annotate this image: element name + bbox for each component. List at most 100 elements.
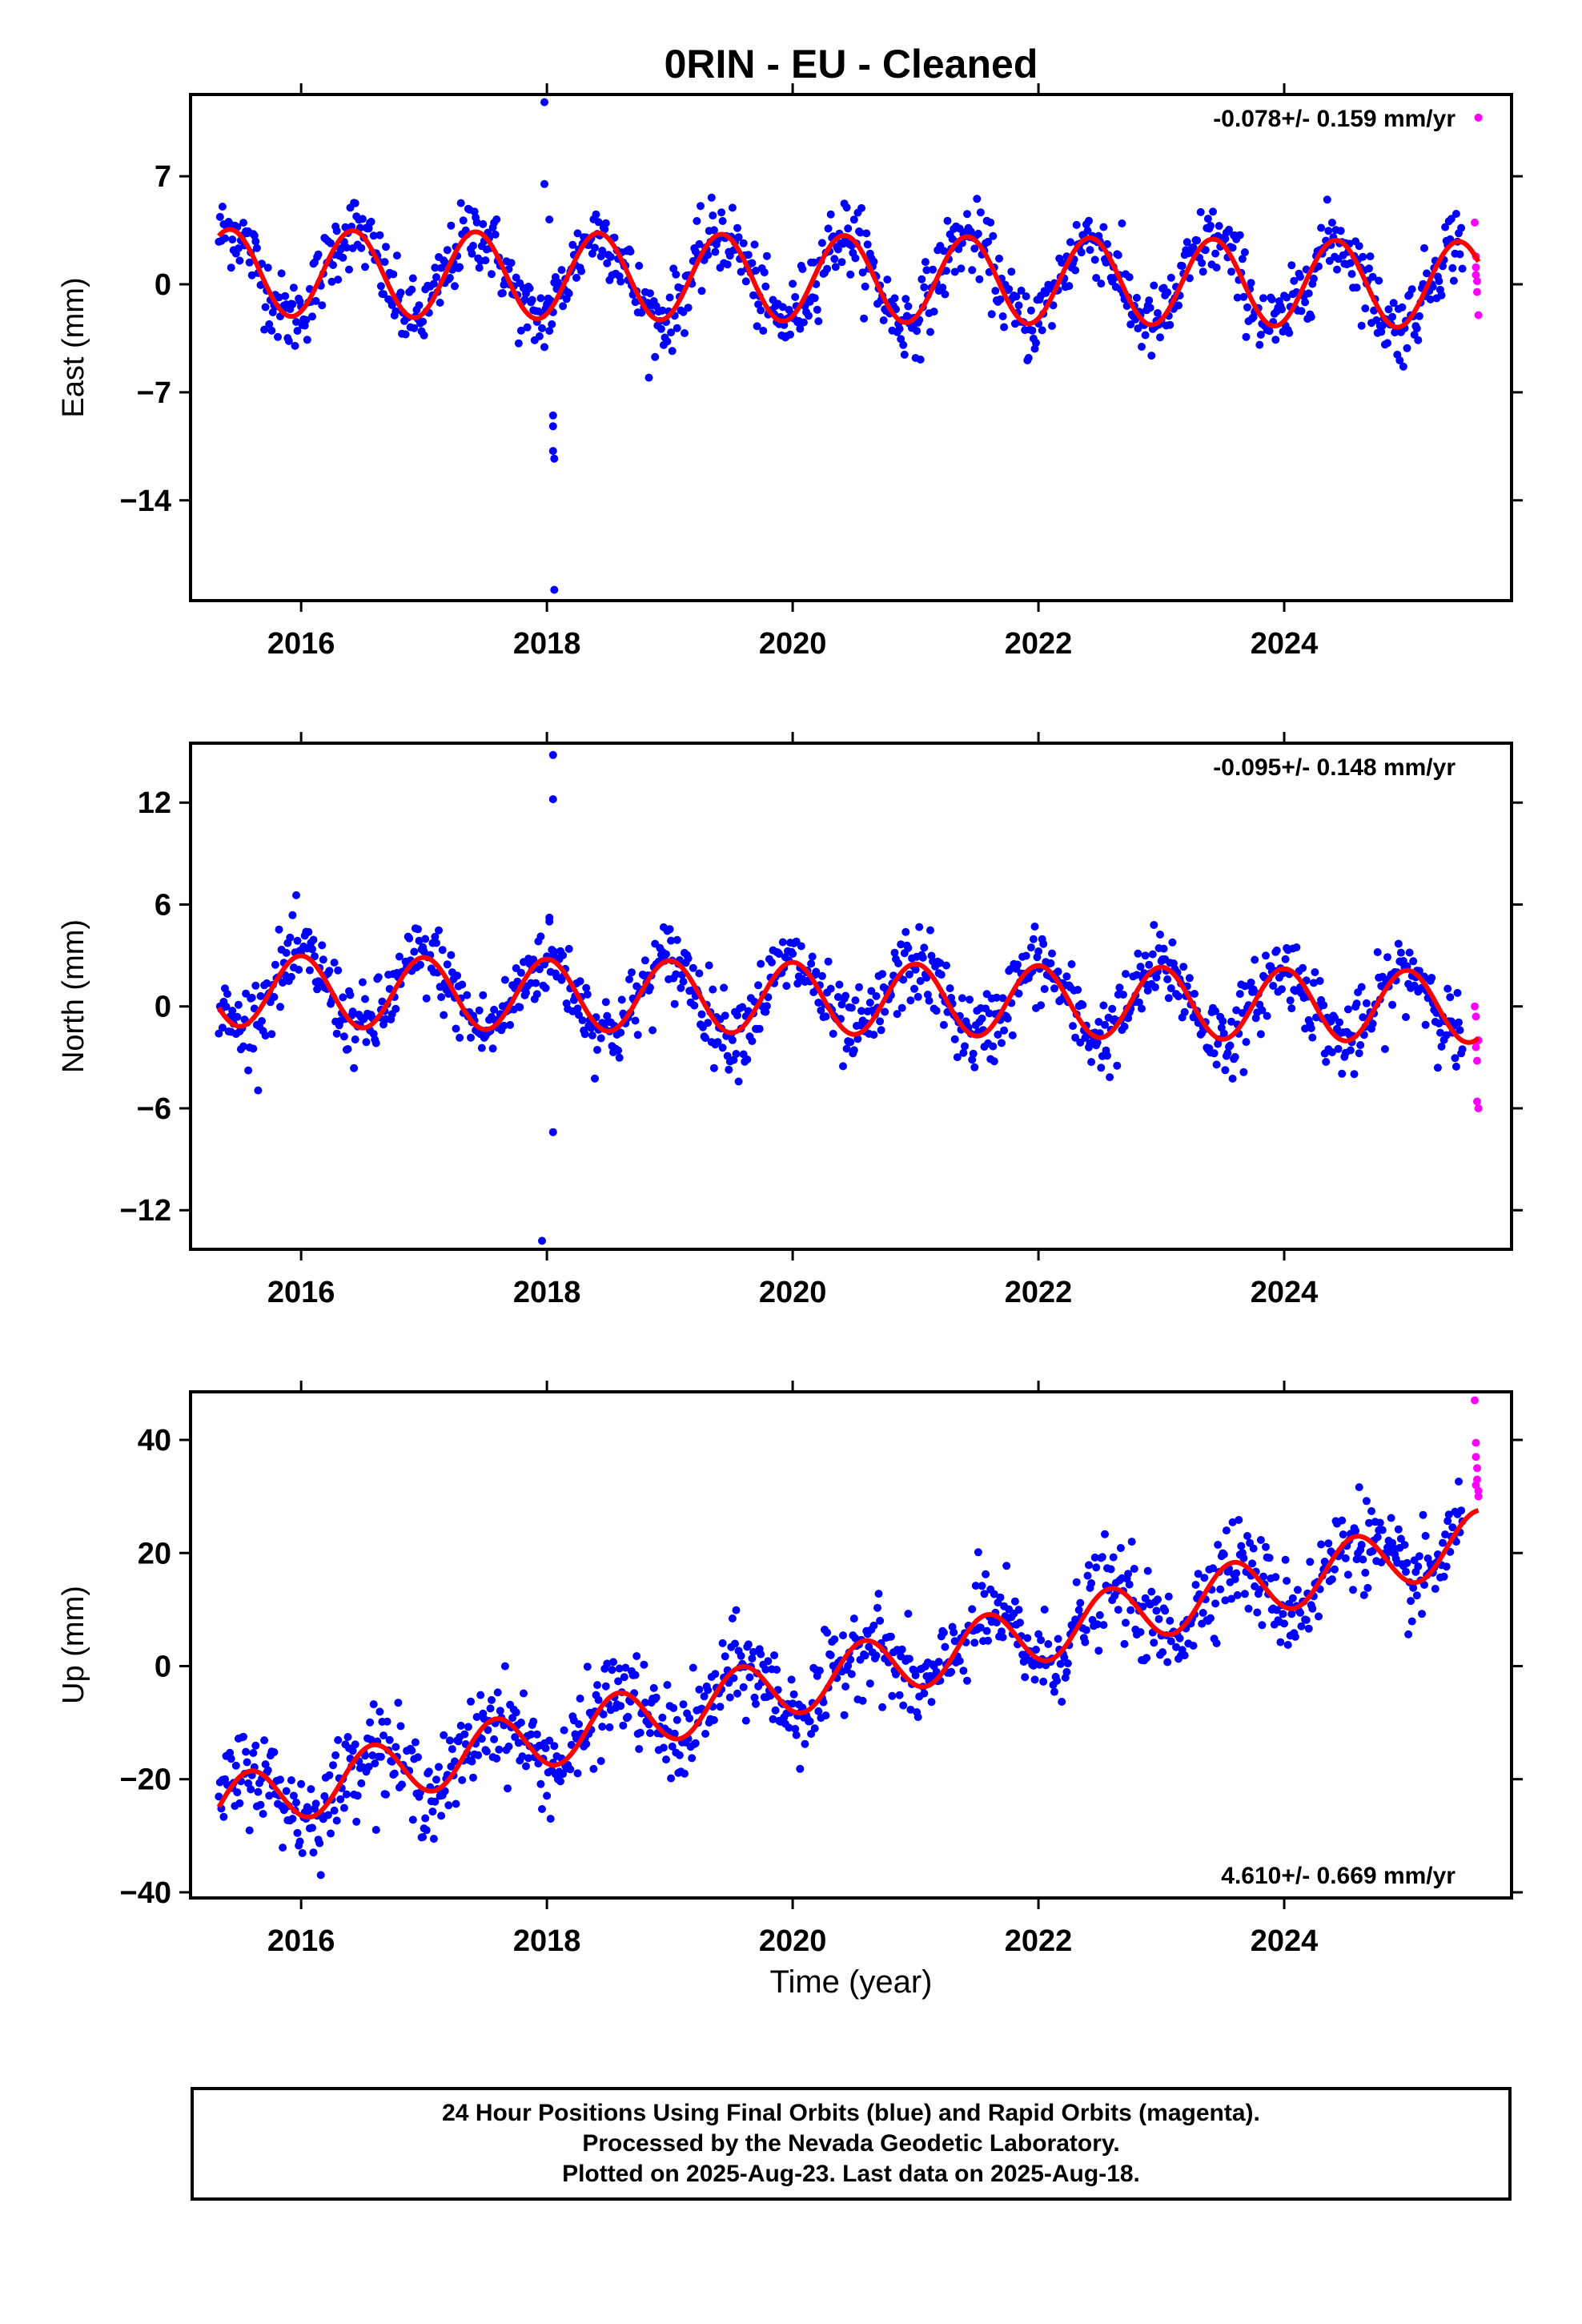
data-point [1317,1540,1326,1549]
data-point [543,1791,552,1800]
data-point [760,268,769,277]
data-point [371,1759,379,1767]
data-point [295,965,303,974]
data-point [379,1731,387,1740]
data-point [524,1754,533,1763]
data-point [725,1693,734,1702]
rapid-orbit-point [1473,1097,1481,1106]
data-point [1240,1590,1249,1598]
data-point [279,979,287,987]
data-point [500,1021,508,1030]
data-point [1357,321,1366,330]
data-point [1231,1575,1239,1583]
data-point [829,1029,837,1038]
data-point [482,1747,491,1756]
data-point [1166,1616,1174,1625]
data-point [846,270,855,279]
data-point [1238,255,1247,263]
data-point [334,1735,343,1744]
data-point [594,1695,603,1704]
data-point [468,249,476,258]
data-point [339,1803,348,1812]
data-point [339,993,347,1002]
x-tick-label: 2022 [1005,1924,1073,1958]
data-point [1145,296,1154,305]
data-point [704,1686,713,1695]
data-point [227,263,235,272]
data-point [1237,1542,1246,1550]
data-point [830,1635,839,1644]
data-point [1039,1677,1048,1686]
data-point [387,301,396,309]
data-point [1132,971,1141,979]
rapid-orbit-point [1474,1492,1483,1501]
data-point [982,1626,991,1635]
data-point [479,991,488,999]
data-point [662,950,670,959]
data-point [901,927,910,936]
data-point [1449,276,1458,285]
data-point [304,927,313,936]
data-point [1271,1573,1280,1582]
data-point [631,1671,640,1679]
data-point [492,1754,501,1763]
data-point [1388,312,1397,321]
data-point [235,256,244,265]
data-point [920,283,929,292]
data-point [996,295,1005,304]
x-tick-label: 2020 [759,1276,827,1309]
data-point [892,1670,900,1679]
data-point [1136,963,1145,971]
data-point [817,1006,825,1015]
data-point [826,210,835,219]
data-point [353,1791,362,1800]
data-point [1341,1554,1350,1562]
data-point [568,240,577,249]
data-point [1324,227,1333,235]
data-point [821,1012,830,1021]
data-point [801,1739,809,1748]
data-point [990,1590,998,1598]
final-orbit-points [215,750,1483,1245]
data-point [380,258,389,267]
data-point [893,1010,901,1019]
data-point [550,1742,559,1751]
data-point [695,1685,704,1694]
data-point [707,193,716,202]
data-point [1180,1007,1189,1016]
data-point [1456,1026,1464,1035]
data-point [826,984,835,993]
data-point [1362,1497,1371,1506]
data-point [755,1024,764,1033]
data-point [808,952,817,961]
data-point [873,1603,881,1612]
data-point [814,999,823,1007]
caption-line-3: Plotted on 2025-Aug-23. Last data on 202… [562,2161,1140,2187]
data-point [592,210,600,219]
data-point [443,246,452,255]
data-point [797,942,805,951]
data-point [937,971,946,979]
data-point [860,314,869,323]
data-point [721,1011,729,1020]
x-tick-label: 2024 [1251,1924,1319,1958]
data-point [516,326,525,335]
y-axis-label: Up (mm) [57,1586,90,1704]
data-point [614,1046,623,1055]
data-point [1071,266,1080,275]
data-point [538,1805,546,1813]
data-point [1106,1073,1114,1082]
data-point [376,282,385,291]
data-point [667,328,676,337]
y-tick-label: −6 [137,1092,171,1126]
data-point [251,237,260,246]
data-point [1239,1068,1248,1076]
data-point [421,1814,430,1823]
data-point [1442,1562,1451,1571]
data-point [1069,1022,1077,1031]
data-point [1090,1553,1099,1562]
data-point [254,1086,263,1095]
data-point [1346,259,1355,267]
data-point [601,998,610,1007]
data-point [1443,1517,1452,1526]
